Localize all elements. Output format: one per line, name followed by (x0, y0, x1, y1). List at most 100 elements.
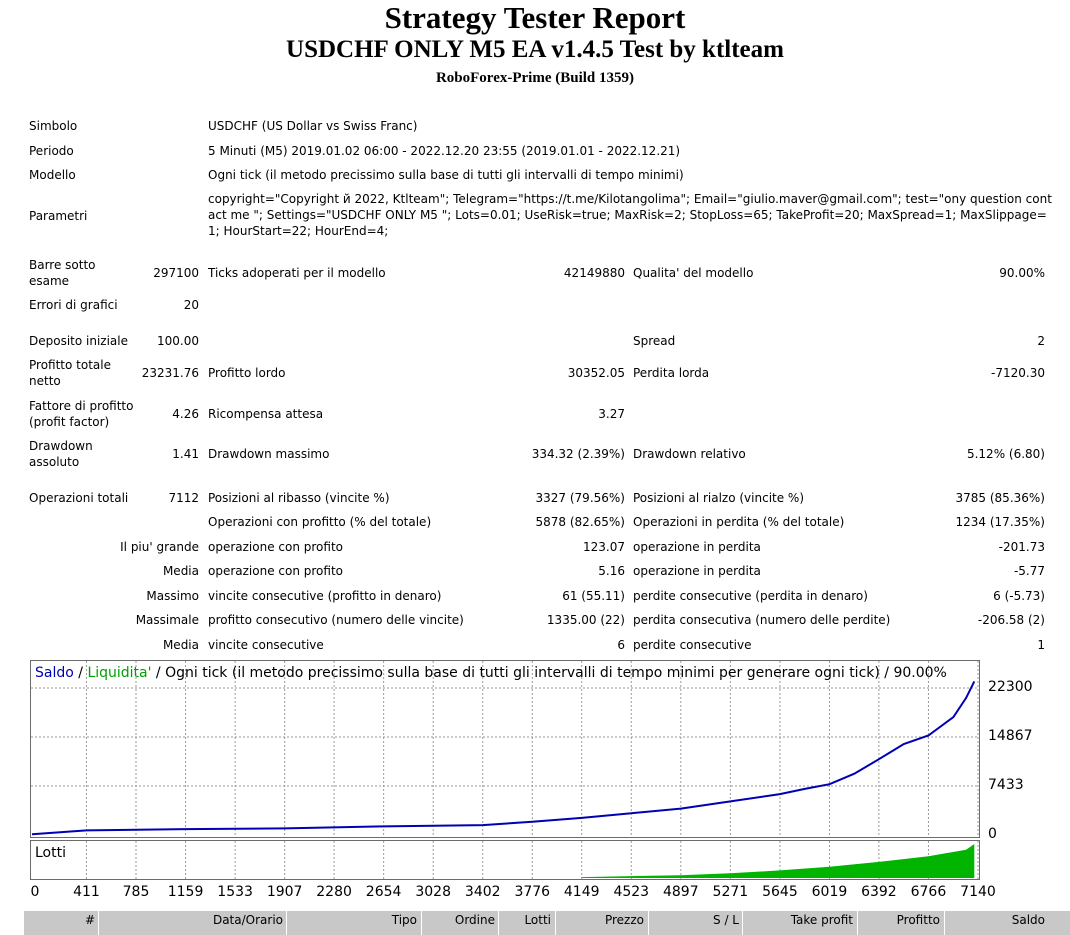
fattore-label-2: (profit factor) (29, 415, 110, 429)
barre-label-1: Barre sotto (29, 258, 96, 272)
rialzo-value: 3785 (85.36%) (955, 491, 1045, 505)
dd-assoluto-value: 1.41 (172, 447, 199, 461)
massimale-profitto-value: 1335.00 (22) (546, 613, 625, 627)
y-tick-label: 7433 (988, 777, 1024, 793)
fattore-value: 4.26 (172, 407, 199, 421)
deposito-label: Deposito iniziale (29, 334, 129, 348)
x-tick-label: 4149 (563, 884, 600, 900)
errori-label: Errori di grafici (29, 298, 118, 312)
x-tick-label: 7140 (960, 884, 996, 900)
profitto-lordo-value: 30352.05 (567, 366, 625, 380)
saldo-series-line (31, 680, 976, 836)
x-tick-label: 3776 (514, 884, 551, 900)
deals-column-header: Data/Orario (212, 913, 283, 927)
oper-profitto-value: 5878 (82.65%) (535, 515, 625, 529)
ribasso-value: 3327 (79.56%) (535, 491, 625, 505)
x-tick-label: 3028 (415, 884, 452, 900)
deals-column-header: Ordine (454, 913, 495, 927)
profitto-netto-label-2: netto (29, 374, 61, 388)
deals-column-separator (648, 911, 649, 935)
lots-label: Lotti (35, 845, 66, 861)
lots-chart-svg (85, 841, 979, 879)
media-label: Media (162, 564, 199, 578)
balance-chart-svg (31, 661, 979, 837)
profitto-lordo-label: Profitto lordo (208, 366, 286, 380)
x-tick-label: 411 (73, 884, 100, 900)
x-tick-label: 6019 (811, 884, 848, 900)
massimo-perdite-value: 6 (-5.73) (993, 589, 1045, 603)
deals-column-separator (498, 911, 499, 935)
media-vincite-label: vincite consecutive (208, 638, 324, 652)
oper-totali-value: 7112 (168, 491, 199, 505)
deals-column-separator (742, 911, 743, 935)
oper-totali-label: Operazioni totali (29, 491, 129, 505)
qualita-label: Qualita' del modello (633, 266, 754, 280)
deals-column-header: Lotti (524, 913, 551, 927)
x-tick-label: 6392 (861, 884, 897, 900)
grande-perdita-value: -201.73 (998, 540, 1045, 554)
x-tick-label: 1533 (217, 884, 253, 900)
deals-column-separator (98, 911, 99, 935)
dd-massimo-label: Drawdown massimo (208, 447, 330, 461)
ribasso-label: Posizioni al ribasso (vincite %) (208, 491, 390, 505)
parametri-label: Parametri (29, 209, 88, 223)
lots-area (581, 844, 975, 878)
modello-label: Modello (29, 168, 76, 182)
massimale-profitto-label: profitto consecutivo (numero delle vinci… (208, 613, 464, 627)
dd-massimo-value: 334.32 (2.39%) (531, 447, 625, 461)
media-vincite-value: 6 (617, 638, 625, 652)
oper-perdita-value: 1234 (17.35%) (955, 515, 1045, 529)
deposito-value: 100.00 (157, 334, 199, 348)
x-tick-label: 1907 (266, 884, 303, 900)
deals-column-header: S / L (713, 913, 739, 927)
chart-legend: Saldo / Liquidita' / Ogni tick (il metod… (35, 665, 947, 681)
deals-column-separator (944, 911, 945, 935)
x-tick-label: 0 (30, 884, 40, 900)
deals-column-header: Profitto (896, 913, 940, 927)
media-perdite-value: 1 (1037, 638, 1045, 652)
deals-column-header: Tipo (391, 913, 417, 927)
legend-description: / Ogni tick (il metodo precissimo sulla … (151, 665, 947, 681)
media-profitto-value: 5.16 (598, 564, 625, 578)
deals-column-separator (857, 911, 858, 935)
spread-value: 2 (1037, 334, 1045, 348)
rialzo-label: Posizioni al rialzo (vincite %) (633, 491, 805, 505)
grande-label: Il piu' grande (120, 540, 199, 554)
spread-label: Spread (633, 334, 676, 348)
barre-value: 297100 (153, 266, 199, 280)
simbolo-label: Simbolo (29, 119, 78, 133)
x-tick-label: 785 (122, 884, 150, 900)
grande-profitto-value: 123.07 (583, 540, 625, 554)
massimo-label: Massimo (146, 589, 199, 603)
lots-chart: Lotti (30, 840, 980, 880)
modello-value: Ogni tick (il metodo precissimo sulla ba… (208, 168, 684, 182)
x-tick-label: 2280 (316, 884, 352, 900)
deals-column-header: Take profit (790, 913, 853, 927)
massimale-perdita-value: -206.58 (2) (977, 613, 1045, 627)
media-perdite-label: perdite consecutive (633, 638, 752, 652)
deals-column-header: # (84, 913, 95, 927)
parametri-value: copyright="Copyright й 2022, Ktlteam"; T… (208, 192, 1052, 238)
report-subtitle: USDCHF ONLY M5 EA v1.4.5 Test by ktlteam (286, 36, 784, 63)
massimo-perdite-label: perdite consecutive (perdita in denaro) (633, 589, 868, 603)
x-tick-label: 3402 (464, 884, 501, 900)
perdita-lorda-label: Perdita lorda (633, 366, 710, 380)
media-perdita-label: operazione in perdita (633, 564, 761, 578)
deals-table-header (24, 911, 1070, 935)
x-tick-label: 6766 (910, 884, 947, 900)
fattore-label-1: Fattore di profitto (29, 399, 134, 413)
massimo-vincite-value: 61 (55.11) (562, 589, 625, 603)
deals-column-header: Prezzo (604, 913, 644, 927)
x-tick-label: 5645 (762, 884, 798, 900)
errori-value: 20 (183, 298, 199, 312)
massimo-vincite-label: vincite consecutive (profitto in denaro) (208, 589, 442, 603)
deals-column-header: Saldo (1011, 913, 1045, 927)
oper-profitto-label: Operazioni con profitto (% del totale) (208, 515, 432, 529)
qualita-value: 90.00% (999, 266, 1045, 280)
legend-saldo: Saldo (35, 665, 74, 681)
media-perdita-value: -5.77 (1013, 564, 1045, 578)
dd-relativo-label: Drawdown relativo (633, 447, 746, 461)
deals-column-separator (286, 911, 287, 935)
perdita-lorda-value: -7120.30 (991, 366, 1045, 380)
dd-assoluto-label-2: assoluto (29, 455, 80, 469)
